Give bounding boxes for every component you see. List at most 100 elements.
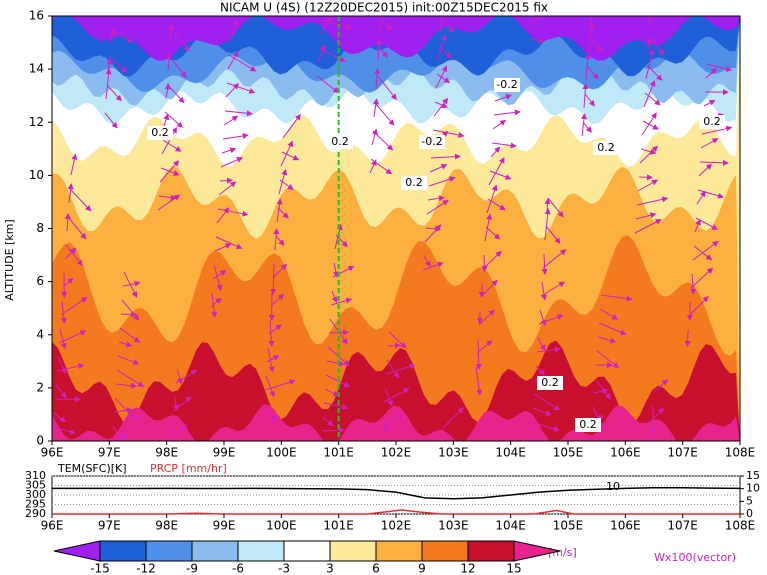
x-tick-label: 100E — [266, 446, 297, 460]
x-tick-label: 99E — [213, 519, 236, 533]
wind-vector — [584, 93, 595, 107]
wind-vector — [70, 153, 78, 176]
field-band — [52, 340, 740, 441]
wind-vector — [528, 37, 545, 44]
wind-vector — [694, 219, 701, 233]
wind-vector — [540, 281, 566, 297]
wind-vector — [592, 406, 604, 429]
y-tick-label: 0 — [36, 434, 44, 448]
wind-vector — [492, 119, 507, 130]
wind-vector — [385, 363, 416, 375]
wind-vector — [475, 366, 483, 396]
series-line — [52, 487, 741, 500]
series-line — [52, 509, 740, 515]
wind-vector — [372, 98, 379, 118]
colorbar-unit: [m/s] — [548, 546, 577, 559]
wind-vector — [267, 347, 275, 373]
colorbar-cell — [99, 540, 147, 562]
annotation-bg — [699, 115, 725, 129]
wind-vector — [491, 142, 517, 149]
wind-vector — [316, 75, 340, 94]
wind-vector — [584, 53, 591, 81]
wind-vector — [588, 37, 604, 52]
wind-vector — [162, 139, 182, 152]
wind-vector — [112, 425, 123, 441]
wind-vector — [642, 120, 659, 130]
x-tick-label: 105E — [553, 446, 584, 460]
legend-label: PRCP [mm/hr] — [150, 462, 227, 475]
wind-vector — [321, 427, 345, 434]
wind-vector — [168, 55, 187, 78]
wind-vector — [475, 338, 482, 370]
wind-vector — [324, 388, 340, 397]
wind-vector — [705, 67, 718, 79]
x-tick-label: 103E — [438, 446, 469, 460]
y-tick-label: 12 — [29, 115, 44, 129]
annotation-bg — [575, 418, 601, 432]
x-tick-label: 102E — [381, 519, 412, 533]
annotation: -0.2 — [496, 78, 517, 91]
wind-vector — [544, 208, 551, 241]
wind-vector — [531, 421, 560, 432]
wind-vector — [476, 340, 493, 354]
annotation-bg — [147, 126, 173, 140]
wind-vector — [326, 360, 345, 367]
colorbar-cell — [237, 540, 285, 562]
wind-vector — [378, 46, 388, 58]
wind-vector — [270, 263, 277, 295]
wind-vector — [114, 397, 136, 420]
wind-vector — [52, 16, 65, 17]
wind-vector — [590, 434, 594, 441]
wind-vector — [537, 337, 546, 352]
colorbar-cell — [283, 540, 331, 562]
wind-vector — [123, 271, 138, 298]
wind-vector — [173, 396, 180, 411]
colorbar-label: -15 — [90, 562, 110, 575]
wind-vector — [386, 359, 400, 379]
wind-vector — [55, 384, 67, 399]
colorbar-cell — [53, 540, 101, 562]
wind-vector — [587, 23, 595, 53]
wind-vector — [547, 197, 564, 218]
wind-vector — [106, 58, 113, 72]
wind-vector — [272, 263, 287, 279]
wind-vector — [64, 213, 71, 232]
wind-vector — [264, 379, 296, 391]
colorbar-cell — [329, 540, 377, 562]
y-axis-label: ALTITUDE [km] — [3, 219, 16, 300]
wind-vector — [110, 28, 134, 43]
field-band — [52, 404, 740, 441]
wind-vector — [690, 273, 697, 295]
wind-vector — [436, 73, 451, 84]
colorbar-label: 15 — [506, 562, 521, 575]
wind-vector — [698, 163, 713, 177]
wind-vector — [428, 176, 456, 187]
wind-vector — [532, 407, 552, 416]
wind-vector — [224, 110, 253, 117]
wind-vector — [703, 99, 716, 107]
y2-tick-label: 0 — [746, 507, 753, 520]
wind-vector — [643, 80, 656, 108]
wind-vector — [226, 82, 256, 94]
wind-vector — [158, 194, 177, 201]
wind-vector — [529, 16, 543, 26]
wind-vector — [52, 426, 77, 435]
wind-vector — [227, 50, 239, 70]
wind-vector — [370, 158, 393, 175]
x-tick-label: 106E — [610, 519, 641, 533]
wind-vector — [229, 19, 239, 42]
wind-vector — [634, 219, 662, 234]
wind-vector — [645, 38, 652, 52]
wind-vector — [67, 183, 74, 204]
wind-vector — [699, 159, 729, 166]
wind-vector — [589, 16, 593, 25]
wind-vector — [218, 181, 237, 196]
wind-vector — [433, 97, 449, 117]
wind-vector — [488, 156, 505, 186]
wind-vector — [651, 407, 664, 421]
wind-vector — [582, 83, 589, 109]
wind-vector — [171, 424, 188, 440]
x-tick-label: 98E — [155, 446, 178, 460]
wind-vector — [430, 153, 461, 160]
wind-vector — [426, 199, 449, 215]
